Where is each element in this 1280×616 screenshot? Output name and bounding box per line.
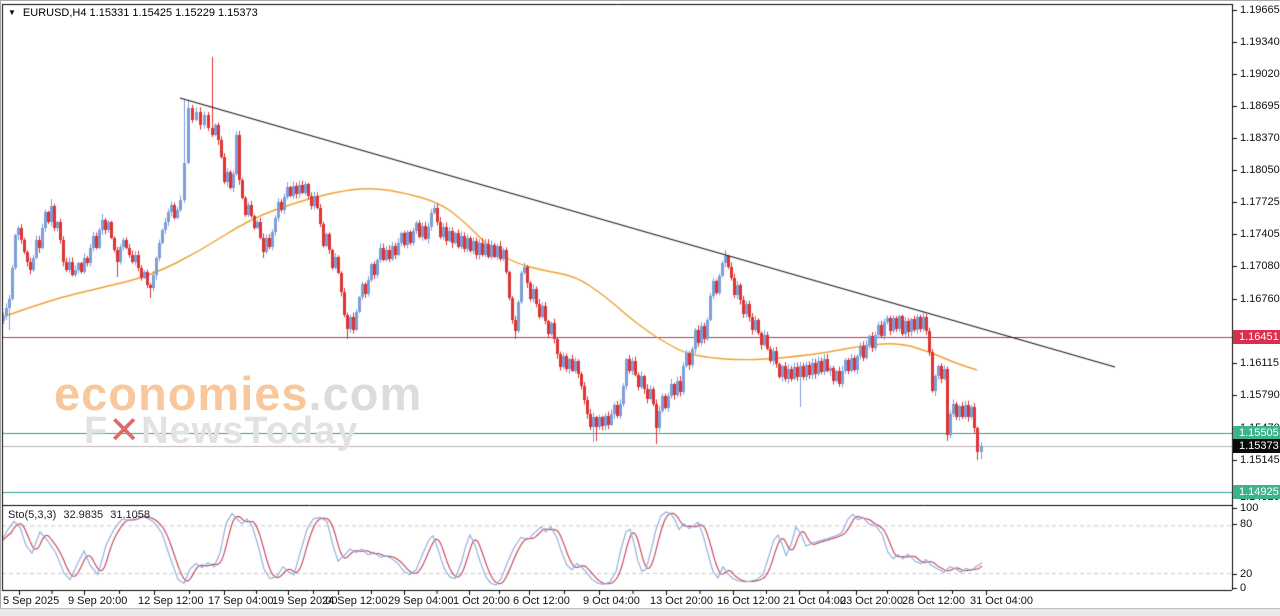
symbol-ohlc-title: EURUSD,H4 1.15331 1.15425 1.15229 1.1537… <box>22 7 258 19</box>
price-axis-label: 1.16115 <box>1240 357 1279 369</box>
watermark-brand-name: economies <box>54 367 309 420</box>
watermark-tagline-rest: NewsToday <box>141 410 359 452</box>
time-axis-label: 1 Oct 20:00 <box>453 595 510 607</box>
stochastic-scale-label: 100 <box>1240 502 1259 514</box>
window-bottom-strip <box>0 608 1280 616</box>
price-axis-label: 1.17405 <box>1240 228 1280 240</box>
time-axis-label: 13 Oct 20:00 <box>650 595 713 607</box>
price-axis-label: 1.15790 <box>1240 389 1280 401</box>
time-axis-label: 6 Oct 12:00 <box>513 595 570 607</box>
time-axis-label: 29 Sep 04:00 <box>388 595 454 607</box>
price-badge-current-price: 1.15373 <box>1233 439 1280 453</box>
time-axis-label: 12 Sep 12:00 <box>138 595 204 607</box>
watermark-tagline-f: F <box>84 410 109 452</box>
price-axis-label: 1.19665 <box>1240 4 1280 16</box>
stochastic-d-value: 31.1058 <box>110 509 150 521</box>
time-axis-label: 23 Oct 20:00 <box>840 595 903 607</box>
price-badge-resistance: 1.16451 <box>1233 330 1280 344</box>
time-axis-label: 19 Sep 20:00 <box>272 595 338 607</box>
price-axis-label: 1.18050 <box>1240 164 1280 176</box>
price-axis-label: 1.15145 <box>1240 454 1280 466</box>
time-axis-label: 28 Oct 12:00 <box>902 595 965 607</box>
price-axis-label: 1.19020 <box>1240 68 1280 80</box>
stochastic-indicator-label: Sto(5,3,3) 32.9835 31.1058 <box>8 509 154 521</box>
price-axis-label: 1.16760 <box>1240 293 1280 305</box>
watermark-brand: economies.com <box>54 370 422 417</box>
time-axis-label: 5 Sep 2025 <box>3 595 60 607</box>
fx-cross-icon: ✕ <box>108 410 142 452</box>
time-axis-label: 24 Sep 12:00 <box>322 595 388 607</box>
time-axis-label: 17 Sep 04:00 <box>208 595 274 607</box>
time-axis-label: 21 Oct 04:00 <box>783 595 846 607</box>
price-axis-label: 1.17725 <box>1240 196 1280 208</box>
stochastic-name: Sto(5,3,3) <box>8 509 57 521</box>
watermark-tagline: F✕NewsToday <box>84 412 358 450</box>
stochastic-scale-label: 80 <box>1240 518 1253 530</box>
stochastic-k-value: 32.9835 <box>63 509 104 521</box>
symbol-dropdown-icon[interactable]: ▼ <box>8 8 16 17</box>
price-badge-support-1: 1.15505 <box>1233 426 1280 440</box>
chart-title-bar: ▼ EURUSD,H4 1.15331 1.15425 1.15229 1.15… <box>8 6 258 20</box>
stochastic-scale-label: 20 <box>1240 568 1253 580</box>
time-axis-label: 16 Oct 12:00 <box>717 595 780 607</box>
time-axis-label: 9 Sep 20:00 <box>68 595 128 607</box>
watermark-brand-tld: .com <box>308 367 423 420</box>
price-badge-support-2: 1.14925 <box>1233 485 1280 499</box>
time-axis-label: 9 Oct 04:00 <box>583 595 640 607</box>
time-axis-label: 31 Oct 04:00 <box>970 595 1033 607</box>
price-axis-label: 1.18370 <box>1240 132 1280 144</box>
price-axis-label: 1.19340 <box>1240 36 1280 48</box>
price-axis-label: 1.18695 <box>1240 100 1280 112</box>
price-axis-label: 1.17080 <box>1240 260 1280 272</box>
stochastic-scale-label: 0 <box>1240 582 1247 594</box>
